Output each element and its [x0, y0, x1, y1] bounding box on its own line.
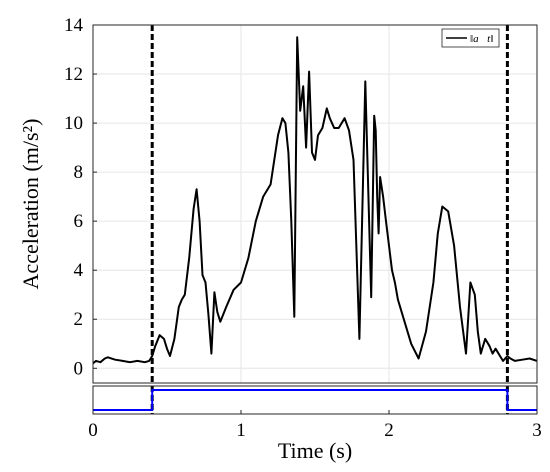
y-tick-label: 0 [74, 358, 84, 379]
y-tick-label: 8 [74, 162, 84, 183]
y-tick-label: 14 [64, 15, 84, 36]
y-tick-label: 4 [74, 260, 84, 281]
x-axis-ticks: 0 1 2 3 [88, 410, 542, 441]
y-tick-label: 6 [74, 211, 84, 232]
y-tick-label: 10 [64, 113, 83, 134]
x-axis-label: Time (s) [278, 438, 352, 463]
event-markers [150, 25, 509, 383]
y-tick-label: 12 [64, 64, 83, 85]
y-axis-label: Acceleration (m/s²) [18, 119, 43, 290]
indicator-plot-frame [92, 385, 538, 415]
main-plot-background [93, 25, 537, 383]
legend-box [441, 28, 500, 48]
x-tick-label: 0 [88, 420, 98, 441]
acceleration-series-line [92, 36, 538, 365]
x-tick-label: 2 [384, 420, 394, 441]
main-series-group [92, 36, 538, 365]
indicator-series-group [93, 389, 537, 411]
legend: ‖a⃗t‖ [441, 28, 500, 48]
x-tick-label: 1 [236, 420, 246, 441]
indicator-series-line [93, 389, 537, 411]
x-tick-label: 3 [532, 420, 542, 441]
y-axis-ticks: 0 2 4 6 8 10 12 14 [64, 15, 97, 379]
indicator-plot: 0 1 2 3 Time (s) [88, 385, 542, 463]
legend-label: ‖a⃗t‖ [470, 33, 493, 45]
y-tick-label: 2 [74, 309, 84, 330]
main-plot: 0 2 4 6 8 10 12 14 Acceleration (m/s²) ‖a⃗t‖ [18, 15, 538, 384]
main-plot-frame [92, 24, 538, 384]
